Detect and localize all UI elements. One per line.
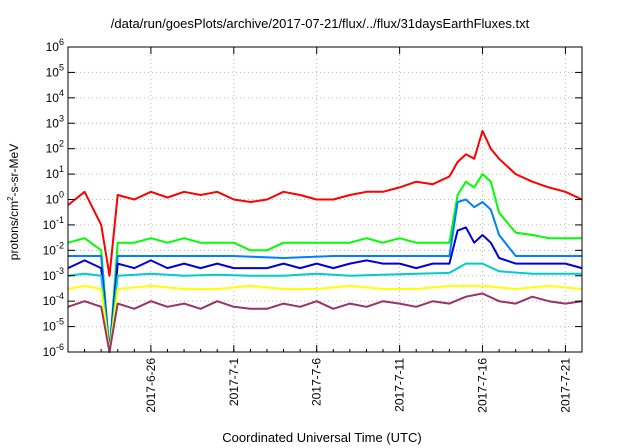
series-line-6	[67, 284, 583, 353]
x-tick-label: 2017-7-11	[393, 358, 407, 412]
x-tick-label: 2017-7-21	[558, 358, 572, 413]
x-tick-label: 2017-6-26	[144, 358, 158, 413]
x-tick-label: 2017-7-16	[476, 358, 490, 413]
y-tick-label: 100	[46, 190, 64, 207]
x-tick-label: 2017-7-6	[310, 358, 324, 406]
x-tick-label: 2017-7-1	[227, 358, 241, 406]
chart-title: /data/run/goesPlots/archive/2017-07-21/f…	[111, 16, 530, 31]
y-tick-label: 102	[46, 139, 64, 156]
y-axis-label-sup: 2	[6, 196, 15, 201]
series-line-2	[67, 173, 582, 353]
y-tick-label: 10-3	[43, 266, 64, 283]
y-tick-label: 104	[46, 88, 64, 105]
y-tick-label: 10-2	[43, 240, 64, 257]
y-tick-label: 103	[46, 113, 64, 130]
y-axis-label-rest: -s-sr-MeV	[7, 144, 21, 197]
series-lines	[67, 129, 583, 353]
y-tick-label: 10-5	[43, 317, 64, 334]
y-tick-label: 10-6	[43, 342, 64, 359]
y-tick-label: 106	[46, 37, 64, 54]
series-line-3	[68, 198, 582, 353]
y-tick-label: 10-4	[43, 291, 64, 308]
axes	[67, 46, 583, 353]
series-line-7	[67, 292, 583, 353]
y-tick-label: 101	[46, 164, 64, 181]
x-axis-label: Coordinated Universal Time (UTC)	[222, 430, 421, 445]
tick-labels: 10-6 10-5 10-4 10-3 10-2 10-1 100 101 102 103 104 1…	[43, 37, 573, 413]
series-line-5	[67, 262, 582, 353]
plot-frame	[67, 46, 583, 353]
y-axis-label: protons/cm2-s-sr-MeV	[6, 144, 21, 260]
y-tick-label: 10-1	[43, 215, 64, 232]
series-line-4	[67, 226, 583, 353]
y-axis-label-base: protons/cm	[7, 201, 21, 260]
y-tick-label: 105	[46, 62, 64, 79]
series-line-1	[67, 129, 583, 277]
